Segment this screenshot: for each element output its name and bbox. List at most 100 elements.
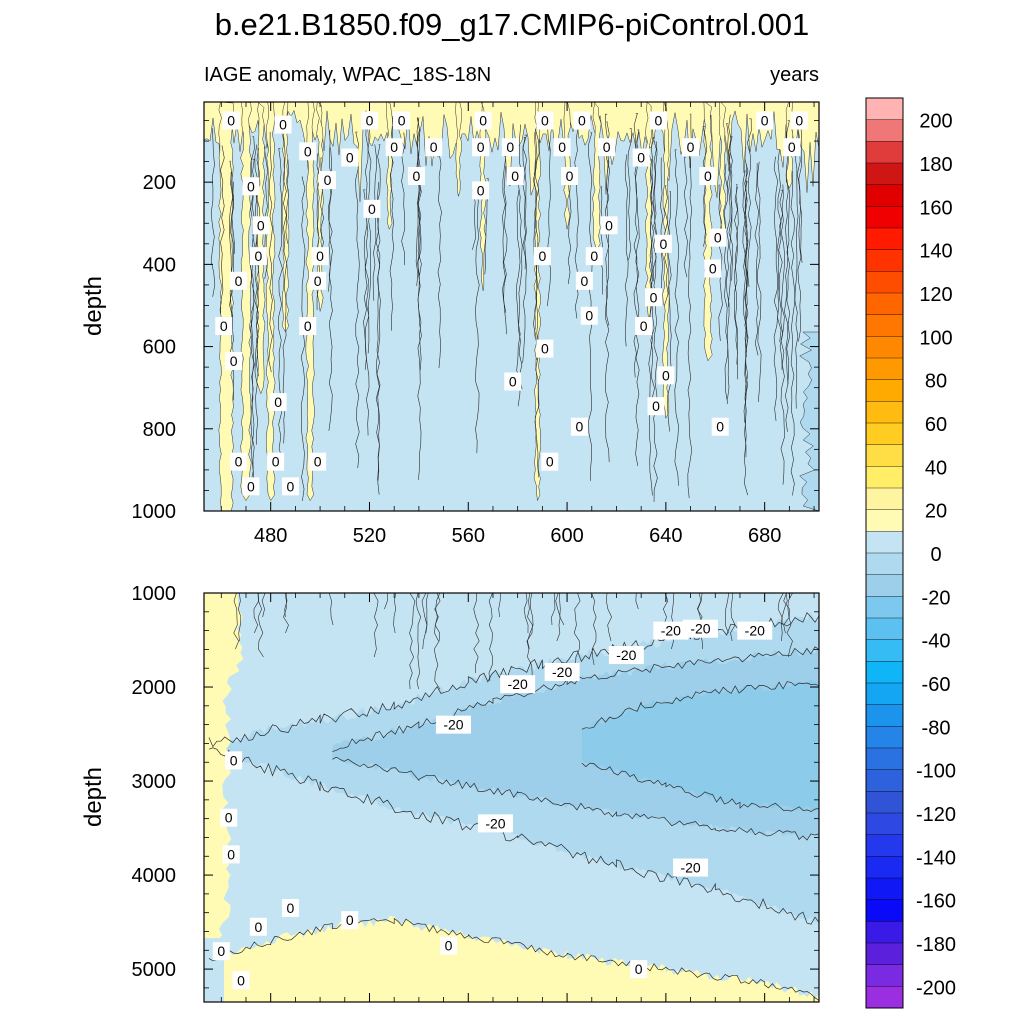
upper-positive-streak [305,102,315,502]
lower-contour-line [488,593,494,682]
colorbar-tick-label: 60 [925,414,947,436]
colorbar-tick-label: -100 [916,761,956,783]
contour-label-box [222,111,240,130]
contour-label-box [232,971,250,990]
colorbar-tick-label: 200 [919,111,952,133]
contour-label: 0 [274,394,282,410]
colorbar-tick-label: 0 [930,544,941,566]
lower-contour-line [415,593,421,690]
contour-label-box [274,115,292,134]
contour-label: -20 [443,717,463,733]
lower-contour-line [526,593,533,682]
contour-label: 0 [538,248,546,264]
contour-label-box [608,646,644,665]
contour-label-box [737,621,773,640]
contour-label: 0 [659,236,667,252]
lower-contour-line [581,681,819,730]
colorbar-tick-label: -160 [916,891,956,913]
upper-contour-line [522,137,526,270]
upper-contour-line [416,117,422,371]
contour-label-box [230,271,248,290]
colorbar-swatch [865,97,904,121]
colorbar-tick-label: -20 [922,587,951,609]
lower-band-deepest-core [581,679,819,812]
contour-label: -20 [552,664,572,680]
contour-label: 0 [227,112,235,128]
upper-contour-line [415,117,420,286]
colorbar-swatch [865,596,904,619]
upper-x-tick-label: 480 [254,525,287,547]
contour-label: 0 [546,454,554,470]
lower-contour-line [551,593,556,626]
upper-contour-line [784,179,789,432]
upper-contour-line [723,163,729,404]
lower-y-tick-label: 1000 [132,583,177,605]
lower-contour-line [328,593,334,626]
colorbar-swatch [865,444,904,467]
contour-label: 0 [287,900,295,916]
contour-label-box [249,917,267,936]
upper-y-tick-label: 200 [143,172,176,194]
contour-label-box [477,814,513,833]
contour-label-box [242,177,260,196]
contour-label-box [653,621,689,640]
contour-label: 0 [254,919,262,935]
contour-label: 0 [580,273,588,289]
colorbar-tick-label: -40 [922,631,951,653]
lower-contour-line [783,593,790,634]
colorbar-tick-label: 160 [919,197,952,219]
upper-y-axis-label: depth [80,276,107,336]
contour-label: 0 [230,353,238,369]
upper-positive-streak [662,102,670,420]
upper-contour-line [522,134,528,364]
colorbar-swatch [865,791,904,814]
lower-contour-line [555,593,561,642]
lower-contour-line [283,593,289,634]
colorbar-swatch [865,206,904,229]
upper-contour-line [285,159,289,244]
contour-label-box [704,259,722,278]
upper-contour-line [794,156,799,409]
upper-contour-line [734,184,739,365]
lower-contour-line [724,593,730,634]
contour-label-box [385,138,403,157]
colorbar-tick-label: 80 [925,371,947,393]
contour-label: 0 [687,139,695,155]
lower-contour-line [409,593,416,690]
upper-contour-line [250,158,255,484]
contour-label-box [318,171,336,190]
contour-label: 0 [217,943,225,959]
lower-y-tick-label: 3000 [132,771,177,793]
lower-contour-line [332,646,819,752]
contour-label: 0 [445,938,453,954]
colorbar-swatch [865,162,904,186]
contour-label: 0 [506,139,514,155]
colorbar-swatch [865,964,904,987]
upper-contour-line [417,155,422,480]
contour-label-box [220,808,238,827]
upper-y-tick-label: 1000 [132,501,177,523]
contour-label-box [544,662,580,681]
contour-label: 0 [578,112,586,128]
contour-label: 0 [788,139,796,155]
upper-contour-line [503,165,508,335]
colorbar-tick-label: -200 [916,977,956,999]
lower-contour-line [696,593,703,650]
contour-label: 0 [314,454,322,470]
upper-contour-line [532,131,538,361]
lower-contour-line [606,593,612,642]
colorbar-swatch [865,357,904,381]
upper-contour-line [687,113,693,499]
contour-label-box [649,111,667,130]
contour-label: 0 [430,139,438,155]
colorbar-tick-label: 120 [919,284,952,306]
contour-label-box [281,898,299,917]
lower-contour-line [208,917,819,1001]
contour-label: 0 [541,341,549,357]
contour-label: 0 [477,182,485,198]
upper-contour-line [365,123,370,436]
contour-label-box [299,142,317,161]
contour-label: 0 [225,810,233,826]
colorbar-swatch [865,531,904,554]
